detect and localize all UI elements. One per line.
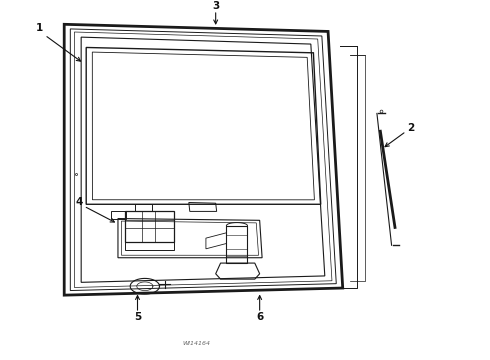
Text: 3: 3	[212, 1, 220, 12]
Text: 6: 6	[256, 311, 263, 321]
Text: WI14164: WI14164	[182, 341, 210, 346]
Text: 4: 4	[75, 198, 82, 207]
Text: 2: 2	[408, 123, 415, 132]
Text: 5: 5	[134, 311, 141, 321]
Text: 1: 1	[36, 23, 44, 33]
